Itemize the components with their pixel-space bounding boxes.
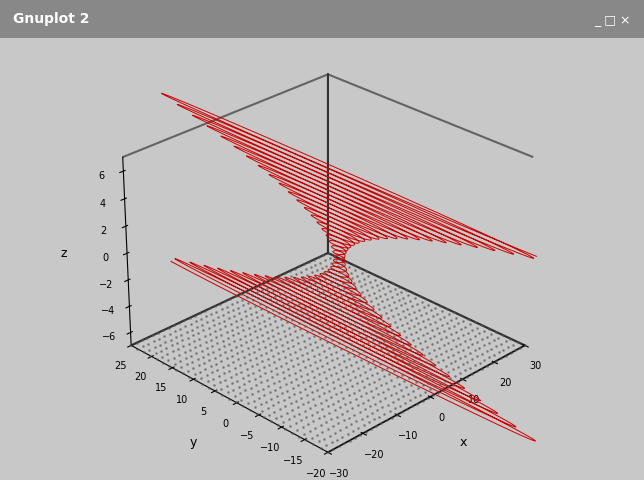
Legend: line 1: line 1	[466, 0, 545, 1]
Text: Gnuplot 2: Gnuplot 2	[13, 12, 90, 26]
Y-axis label: y: y	[189, 436, 197, 449]
X-axis label: x: x	[459, 436, 466, 449]
Text: _ □ ×: _ □ ×	[594, 12, 631, 26]
